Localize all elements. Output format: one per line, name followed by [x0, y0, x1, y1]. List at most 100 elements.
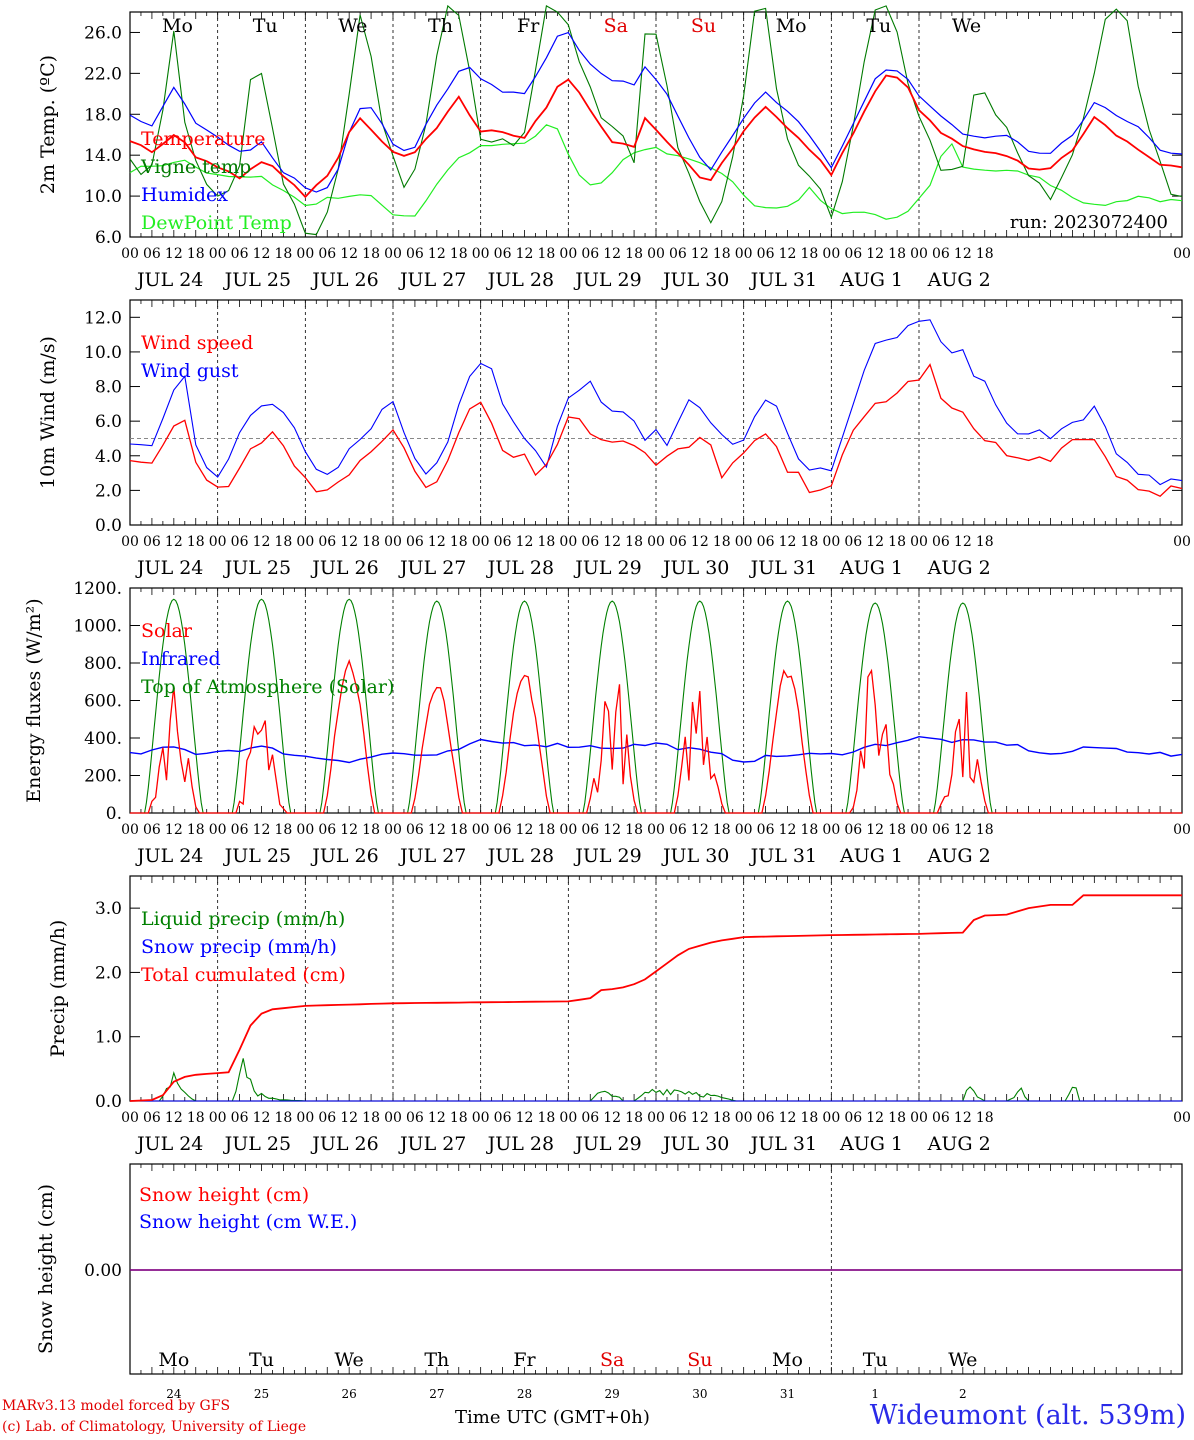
- y-tick-label: 4.0: [95, 447, 122, 467]
- hour-tick-label: 06: [581, 822, 599, 838]
- hour-tick-label: 00: [822, 1110, 840, 1126]
- legend-entry: Humidex: [141, 184, 228, 206]
- weekday-bottom-label: We: [948, 1349, 977, 1371]
- day-label: JUL 29: [573, 1133, 641, 1155]
- hour-tick-label: 00: [472, 1110, 490, 1126]
- hour-tick-label: 00: [209, 1110, 227, 1126]
- day-label: AUG 1: [839, 557, 903, 579]
- hour-tick-label: 00: [647, 534, 665, 550]
- hour-tick-label: 12: [779, 1110, 797, 1126]
- run-label: run: 2023072400: [1010, 212, 1168, 233]
- hour-tick-label: 00: [384, 534, 402, 550]
- hour-tick-label: 06: [143, 1110, 161, 1126]
- dewpoint-line: [129, 124, 1183, 220]
- legend-entry: Liquid precip (mm/h): [141, 908, 345, 930]
- hour-tick-label: 18: [976, 246, 994, 262]
- hour-tick-label: 06: [757, 822, 775, 838]
- day-label: AUG 2: [927, 557, 991, 579]
- hour-tick-label: 06: [844, 1110, 862, 1126]
- legend-entry: Top of Atmosphere (Solar): [141, 676, 394, 698]
- weekday-bottom-label: We: [335, 1349, 364, 1371]
- day-label: JUL 31: [749, 845, 817, 867]
- hour-tick-label: 12: [428, 822, 446, 838]
- hour-tick-label: 00: [559, 246, 577, 262]
- hour-tick-label: 06: [757, 246, 775, 262]
- day-label: JUL 24: [135, 1133, 203, 1155]
- hour-tick-label: 00: [822, 534, 840, 550]
- temperature-line: [129, 74, 1183, 199]
- hour-tick-label: 18: [450, 1110, 468, 1126]
- hour-tick-label: 12: [253, 534, 271, 550]
- day-label: JUL 26: [310, 1133, 378, 1155]
- hour-tick-label: 00: [1173, 822, 1191, 838]
- hour-tick-label: 00: [472, 246, 490, 262]
- humidex-line: [129, 31, 1183, 193]
- hour-tick-label: 06: [669, 1110, 687, 1126]
- hour-tick-label: 18: [450, 246, 468, 262]
- hour-tick-label: 12: [165, 1110, 183, 1126]
- hour-tick-label: 12: [866, 246, 884, 262]
- hour-tick-label: 00: [209, 534, 227, 550]
- hour-tick-label: 06: [669, 246, 687, 262]
- date-label: 2: [959, 1387, 967, 1401]
- day-label: JUL 29: [573, 845, 641, 867]
- hour-tick-label: 12: [165, 822, 183, 838]
- y-tick-label: 600.: [84, 692, 122, 712]
- hour-tick-label: 00: [822, 246, 840, 262]
- day-label: JUL 28: [486, 1133, 554, 1155]
- hour-tick-label: 06: [494, 246, 512, 262]
- hour-tick-label: 00: [910, 1110, 928, 1126]
- y-tick-label: 1.0: [95, 1028, 122, 1048]
- y-axis-label: 2m Temp. (ºC): [37, 55, 59, 194]
- hour-tick-label: 12: [340, 1110, 358, 1126]
- hour-tick-label: 00: [121, 534, 139, 550]
- hour-tick-label: 00: [735, 534, 753, 550]
- hour-tick-label: 00: [209, 246, 227, 262]
- weekday-top-label: Th: [428, 15, 453, 37]
- hour-tick-label: 12: [866, 534, 884, 550]
- y-axis-label: Energy fluxes (W/m²): [23, 598, 45, 802]
- hour-tick-label: 00: [472, 822, 490, 838]
- legend-entry: DewPoint Temp: [141, 212, 292, 234]
- hour-tick-label: 06: [406, 822, 424, 838]
- day-label: AUG 2: [927, 269, 991, 291]
- hour-tick-label: 12: [428, 1110, 446, 1126]
- y-tick-label: 18.0: [84, 105, 122, 125]
- hour-tick-label: 06: [406, 246, 424, 262]
- hour-tick-label: 06: [669, 822, 687, 838]
- wind-gust-line: [129, 319, 1183, 486]
- y-axis-label: Precip (mm/h): [47, 920, 69, 1058]
- hour-tick-label: 06: [231, 246, 249, 262]
- hour-tick-label: 12: [779, 534, 797, 550]
- hour-tick-label: 00: [735, 1110, 753, 1126]
- hour-tick-label: 12: [954, 534, 972, 550]
- station-name: Wideumont (alt. 539m): [869, 1400, 1186, 1431]
- hour-tick-label: 18: [625, 822, 643, 838]
- hour-tick-label: 00: [384, 822, 402, 838]
- hour-tick-label: 12: [253, 822, 271, 838]
- y-tick-label: 1000.: [73, 617, 122, 637]
- weekday-top-label: Mo: [776, 15, 807, 37]
- hour-tick-label: 12: [866, 1110, 884, 1126]
- hour-tick-label: 18: [275, 246, 293, 262]
- day-label: JUL 24: [135, 845, 203, 867]
- hour-tick-label: 00: [121, 1110, 139, 1126]
- weekday-bottom-label: Su: [687, 1349, 712, 1371]
- hour-tick-label: 06: [581, 246, 599, 262]
- hour-tick-label: 00: [296, 534, 314, 550]
- hour-tick-label: 18: [976, 534, 994, 550]
- y-tick-label: 3.0: [95, 899, 122, 919]
- hour-tick-label: 06: [318, 246, 336, 262]
- hour-tick-label: 12: [866, 822, 884, 838]
- hour-tick-label: 12: [603, 534, 621, 550]
- y-tick-label: 0.00: [84, 1261, 122, 1281]
- hour-tick-label: 06: [143, 534, 161, 550]
- hour-tick-label: 18: [538, 534, 556, 550]
- day-label: JUL 31: [749, 557, 817, 579]
- hour-tick-label: 00: [296, 822, 314, 838]
- day-label: JUL 29: [573, 557, 641, 579]
- weekday-top-label: We: [952, 15, 981, 37]
- day-label: JUL 28: [486, 269, 554, 291]
- hour-tick-label: 00: [1173, 534, 1191, 550]
